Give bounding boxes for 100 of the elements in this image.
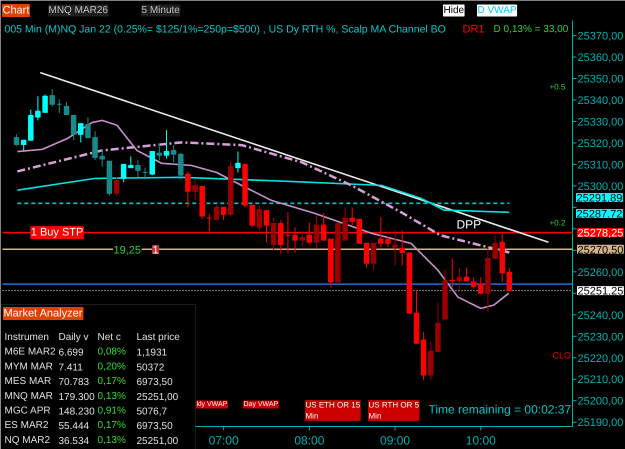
text: MNQ MAR26	[48, 5, 108, 16]
y-tick-label: 25230,00	[578, 331, 624, 344]
annotation: 148.230	[58, 406, 96, 418]
candlestick	[450, 258, 455, 288]
candlestick	[78, 123, 84, 143]
annotation: +0.5	[550, 82, 566, 92]
candlestick	[156, 142, 162, 161]
x-tick-label: 10:00	[466, 434, 496, 448]
candlestick	[220, 206, 226, 221]
y-tick-label: 25310,00	[578, 159, 624, 172]
y-tick-label: 25200,00	[578, 396, 624, 408]
y-tick-label: 25330,00	[578, 116, 624, 128]
annotation: M6E MAR2	[4, 346, 56, 358]
annotation: US ETH OR 15 Min	[306, 400, 361, 420]
x-tick-label: 07:00	[208, 434, 239, 448]
candlestick	[314, 214, 320, 249]
candlestick	[342, 206, 348, 241]
candlestick	[256, 204, 262, 231]
candlestick	[370, 242, 376, 271]
annotation: Instrumen	[4, 332, 49, 343]
annotation: CLO	[552, 350, 572, 360]
text: 25251,00	[136, 436, 179, 447]
annotation: 0,08%	[98, 346, 126, 358]
annotation: 6.699	[58, 348, 84, 359]
annotation: 70.783	[58, 377, 90, 388]
annotation: MGC APR	[4, 406, 51, 416]
text: Hide	[444, 5, 465, 16]
x-tick-label: 09:00	[380, 434, 410, 448]
ref-line-label: 25251,25	[578, 286, 624, 298]
candlestick	[64, 102, 70, 115]
line-series	[16, 120, 510, 310]
annotation: 19,25	[114, 244, 142, 256]
annotation: Market Analyzer	[4, 308, 83, 320]
candlestick	[456, 268, 462, 291]
annotation: MYM MAR	[4, 361, 53, 372]
candlestick	[235, 151, 241, 173]
text: 0,13%	[98, 434, 126, 446]
candlestick	[42, 94, 48, 113]
ref-line-label: 25278,25	[578, 228, 624, 240]
candlestick	[300, 230, 305, 247]
annotation: 0,91%	[98, 406, 126, 416]
text: 5 Minute	[142, 5, 180, 16]
y-tick-label: 25340,00	[578, 94, 624, 107]
candlestick	[49, 88, 55, 107]
text: Chart	[2, 4, 30, 16]
y-tick-label: 25220,00	[578, 352, 624, 365]
candlestick	[70, 115, 76, 141]
candlestick	[464, 267, 470, 282]
annotation: 5076,7	[136, 406, 168, 418]
text: 25287,72	[576, 208, 622, 220]
candlestick	[85, 116, 91, 138]
candlestick	[270, 216, 276, 251]
annotation: DPP	[456, 218, 482, 232]
line-series	[16, 141, 511, 254]
annotation: Daily v	[58, 332, 89, 343]
annotation: US RTH OR 5 Min	[368, 400, 420, 420]
annotation: 1 Buy STP	[30, 226, 84, 239]
annotation: 1	[152, 244, 159, 256]
candlestick	[364, 242, 370, 268]
candlestick	[114, 176, 120, 196]
annotation: 0,17%	[98, 376, 126, 388]
y-tick-label: 25320,00	[578, 138, 624, 150]
candlestick	[150, 151, 155, 176]
y-tick-label: 25260,00	[578, 266, 624, 279]
annotation: 6973,50	[136, 421, 174, 432]
y-tick-label: 25190,00	[578, 417, 624, 430]
annotation: 6973,50	[136, 377, 174, 388]
annotation: Last price	[136, 332, 180, 343]
annotation: Net c	[98, 332, 121, 343]
annotation: DR1	[462, 24, 485, 36]
candlestick	[135, 160, 141, 178]
ref-line-label: 25270,50	[578, 244, 624, 256]
annotation: 0,20%	[98, 361, 126, 372]
text: 25291,89	[576, 192, 622, 204]
y-tick-label: 25360,00	[578, 52, 624, 64]
y-tick-label: 25210,00	[578, 374, 624, 386]
annotation: D 0,13% = 33,00	[494, 24, 569, 35]
text: D VWAP	[478, 5, 517, 16]
text: 36.534	[58, 436, 90, 447]
annotation: 25251,00	[136, 392, 179, 403]
annotation: 0,17%	[98, 420, 126, 432]
line-series	[16, 176, 510, 214]
candlestick	[214, 204, 220, 221]
annotation: ES MAR2	[4, 420, 49, 432]
y-tick-label: 25240,00	[578, 310, 624, 322]
y-tick-label: 25350,00	[578, 74, 624, 86]
y-tick-label: 25370,00	[578, 30, 624, 43]
annotation: 1,1931	[136, 348, 168, 359]
annotation: Time remaining = 00:02:37	[428, 402, 572, 416]
candlestick	[14, 134, 20, 146]
y-tick-label: 25300,00	[578, 180, 624, 193]
chart-title: 005 Min (M)NQ Jan 22 (0.25%= $125/1%=250p=$500) , US Dy RTH %, Scalp MA Channel BO	[4, 24, 446, 36]
annotation: 0,13%	[98, 390, 126, 402]
annotation: MNQ MAR	[4, 390, 53, 402]
annotation: 179.300	[58, 392, 96, 403]
candlestick	[185, 170, 191, 208]
annotation: 50372	[136, 362, 165, 374]
annotation: MES MAR	[4, 376, 52, 388]
annotation: 55.444	[58, 421, 90, 432]
annotation: 7.411	[58, 362, 84, 374]
